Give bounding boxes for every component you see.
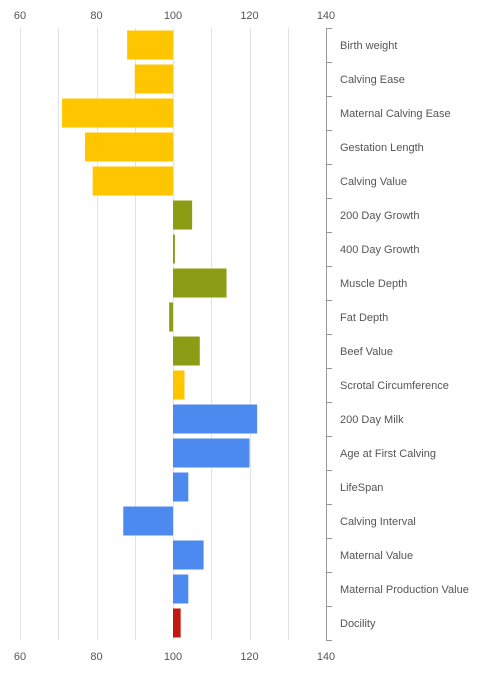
x-tick-label-top: 60 — [14, 10, 26, 22]
category-label: Fat Depth — [340, 312, 388, 324]
bar-maternal-value — [173, 540, 204, 570]
category-label: LifeSpan — [340, 482, 383, 494]
x-tick-label-top: 120 — [240, 10, 258, 22]
category-label: Calving Interval — [340, 516, 416, 528]
y-axis — [326, 28, 332, 641]
bar-maternal-production-value — [173, 574, 189, 604]
category-label: Scrotal Circumference — [340, 380, 449, 392]
category-label: Calving Value — [340, 176, 407, 188]
bar-400-day-growth — [173, 234, 175, 264]
bar-docility — [173, 608, 181, 638]
category-label: 200 Day Growth — [340, 210, 419, 222]
category-label: Gestation Length — [340, 142, 424, 154]
bar-calving-ease — [134, 64, 173, 94]
bar-beef-value — [173, 336, 200, 366]
bar-calving-value — [92, 166, 173, 196]
bar-200-day-growth — [173, 200, 193, 230]
x-tick-label-top: 100 — [164, 10, 182, 22]
x-tick-label-bottom: 120 — [240, 651, 258, 663]
bar-gestation-length — [85, 132, 173, 162]
bar-muscle-depth — [173, 268, 227, 298]
bar-maternal-calving-ease — [62, 98, 174, 128]
bar-age-at-first-calving — [173, 438, 250, 468]
bar-scrotal-circumference — [173, 370, 185, 400]
category-label: 200 Day Milk — [340, 414, 404, 426]
category-label: Birth weight — [340, 40, 397, 52]
category-label: Age at First Calving — [340, 448, 436, 460]
x-tick-label-top: 140 — [317, 10, 335, 22]
category-label: Docility — [340, 618, 376, 630]
category-labels: Birth weight Calving Ease Maternal Calving… — [340, 40, 469, 630]
category-label: Maternal Calving Ease — [340, 108, 451, 120]
bar-series — [62, 30, 258, 638]
bar-calving-interval — [123, 506, 173, 536]
category-label: Maternal Value — [340, 550, 413, 562]
x-tick-label-top: 80 — [90, 10, 102, 22]
category-label: 400 Day Growth — [340, 244, 419, 256]
category-label: Muscle Depth — [340, 278, 407, 290]
bar-lifespan — [173, 472, 189, 502]
x-tick-label-bottom: 100 — [164, 651, 182, 663]
bar-200-day-milk — [173, 404, 258, 434]
x-axis-bottom: 60 80 100 120 140 — [14, 651, 335, 663]
category-label: Calving Ease — [340, 74, 405, 86]
x-tick-label-bottom: 140 — [317, 651, 335, 663]
bar-fat-depth — [169, 302, 173, 332]
x-tick-label-bottom: 60 — [14, 651, 26, 663]
category-label: Maternal Production Value — [340, 584, 469, 596]
x-axis-top: 60 80 100 120 140 — [14, 10, 335, 22]
bar-birth-weight — [127, 30, 173, 60]
category-label: Beef Value — [340, 346, 393, 358]
x-tick-label-bottom: 80 — [90, 651, 102, 663]
